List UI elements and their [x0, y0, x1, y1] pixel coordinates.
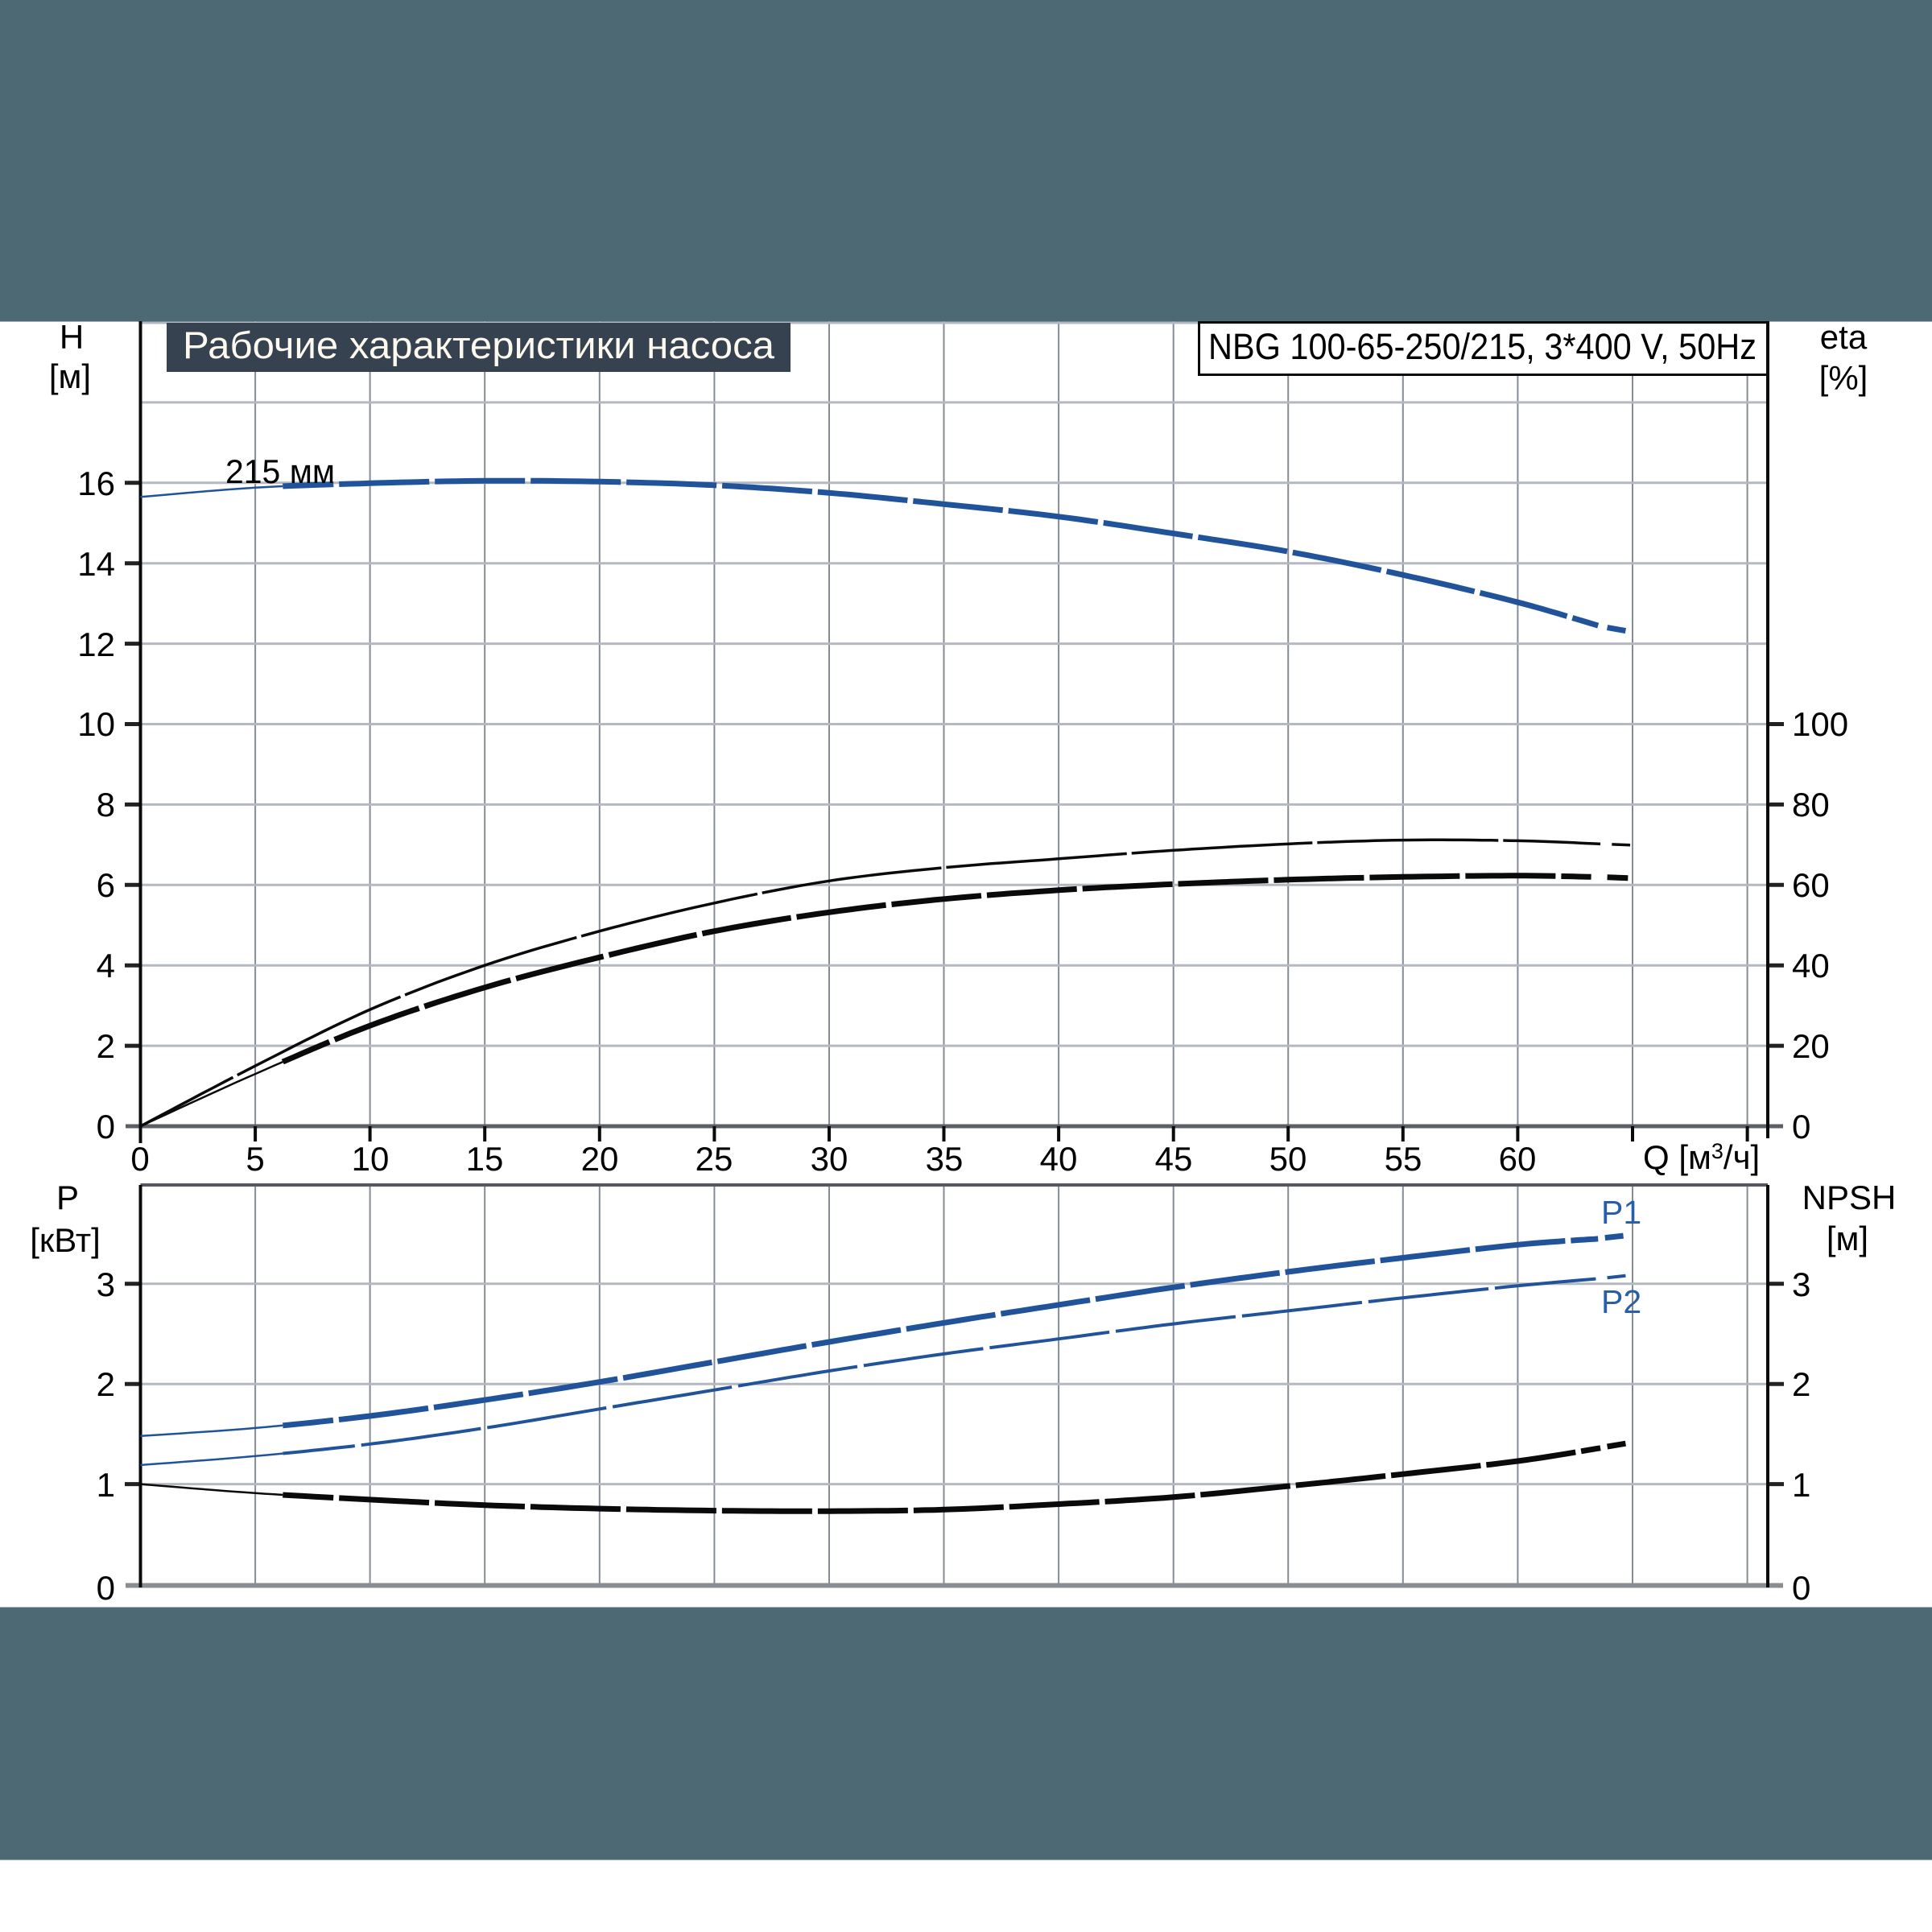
svg-text:P: P — [56, 1179, 79, 1216]
svg-text:12: 12 — [77, 625, 115, 663]
svg-text:35: 35 — [926, 1140, 964, 1178]
svg-text:3: 3 — [1792, 1265, 1810, 1303]
svg-text:60: 60 — [1499, 1140, 1537, 1178]
svg-text:0: 0 — [97, 1569, 115, 1607]
svg-text:40: 40 — [1040, 1140, 1078, 1178]
svg-text:[м]: [м] — [1827, 1220, 1868, 1257]
svg-text:[м]: [м] — [49, 357, 91, 395]
svg-text:10: 10 — [352, 1140, 390, 1178]
svg-text:NBG 100-65-250/215, 3*400 V, 5: NBG 100-65-250/215, 3*400 V, 50Hz — [1208, 326, 1757, 367]
svg-text:0: 0 — [1792, 1569, 1810, 1607]
svg-text:[%]: [%] — [1819, 359, 1868, 397]
svg-text:1: 1 — [1792, 1466, 1810, 1504]
svg-text:H: H — [60, 318, 84, 356]
svg-text:NPSH: NPSH — [1802, 1179, 1897, 1216]
svg-text:20: 20 — [581, 1140, 619, 1178]
svg-text:215 мм: 215 мм — [225, 452, 335, 490]
svg-text:eta: eta — [1820, 318, 1868, 356]
svg-text:P1: P1 — [1601, 1194, 1641, 1231]
svg-text:60: 60 — [1792, 866, 1830, 904]
svg-text:8: 8 — [97, 786, 115, 824]
svg-text:4: 4 — [97, 947, 115, 985]
svg-text:Q [м3/ч]: Q [м3/ч] — [1643, 1138, 1760, 1176]
svg-text:30: 30 — [811, 1140, 848, 1178]
svg-text:100: 100 — [1792, 705, 1848, 743]
svg-text:P2: P2 — [1601, 1283, 1641, 1320]
svg-text:40: 40 — [1792, 947, 1830, 985]
svg-text:6: 6 — [97, 866, 115, 904]
svg-text:3: 3 — [97, 1265, 115, 1303]
svg-text:20: 20 — [1792, 1027, 1830, 1065]
svg-text:2: 2 — [1792, 1365, 1810, 1403]
svg-text:10: 10 — [77, 705, 115, 743]
svg-text:1: 1 — [97, 1466, 115, 1504]
svg-text:5: 5 — [246, 1140, 264, 1178]
svg-text:14: 14 — [77, 545, 115, 583]
svg-text:16: 16 — [77, 464, 115, 502]
svg-text:0: 0 — [1792, 1108, 1810, 1146]
svg-text:80: 80 — [1792, 786, 1830, 824]
svg-text:2: 2 — [97, 1365, 115, 1403]
svg-text:55: 55 — [1385, 1140, 1422, 1178]
svg-text:0: 0 — [130, 1140, 149, 1178]
svg-text:15: 15 — [466, 1140, 504, 1178]
svg-text:25: 25 — [696, 1140, 733, 1178]
svg-text:45: 45 — [1155, 1140, 1193, 1178]
svg-text:50: 50 — [1269, 1140, 1307, 1178]
svg-text:0: 0 — [97, 1108, 115, 1146]
svg-text:[кВт]: [кВт] — [30, 1221, 101, 1259]
svg-text:Рабочие характеристики насоса: Рабочие характеристики насоса — [183, 324, 775, 366]
svg-text:2: 2 — [97, 1027, 115, 1065]
